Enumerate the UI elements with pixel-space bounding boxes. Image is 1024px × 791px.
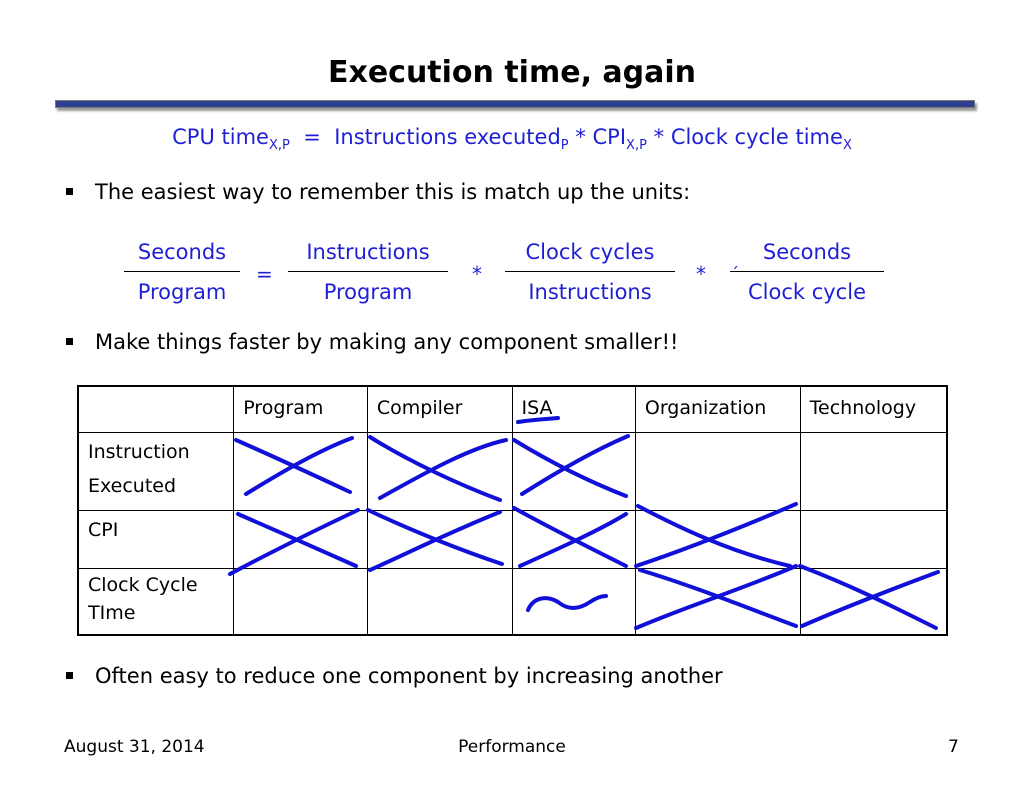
formula-term-cpi: CPI: [592, 125, 627, 149]
row-label-cpi: CPI: [77, 510, 235, 569]
bullet-text: Make things faster by making any compone…: [95, 330, 679, 354]
fraction-bar: [730, 271, 884, 272]
formula-term-instructions: Instructions executed: [334, 125, 561, 149]
table-cell: [233, 432, 368, 511]
formula-equals: =: [303, 125, 321, 149]
fraction-bar: [505, 271, 675, 272]
bullet-marker: [66, 337, 73, 345]
formula-term-clock: Clock cycle time: [670, 125, 843, 149]
bullet-text: The easiest way to remember this is matc…: [95, 180, 691, 204]
units-star-2: *: [696, 262, 706, 286]
table-cell: [233, 510, 368, 569]
fraction-denominator: Program: [137, 280, 227, 304]
component-table: Program Compiler ISA Organization Techno…: [77, 385, 948, 636]
fraction-numerator: Clock cycles: [525, 240, 655, 264]
row-label-clock-cycle-time: Clock Cycle TIme: [77, 568, 235, 636]
slide-title: Execution time, again: [327, 55, 697, 90]
table-cell: [233, 568, 368, 636]
fraction-bar: [124, 271, 240, 272]
formula-term-clock-sub: X: [842, 138, 852, 154]
table-cell: [799, 510, 948, 569]
units-tick-mark: ˏ: [731, 250, 739, 269]
fraction-numerator: Seconds: [762, 240, 852, 264]
table-header-row: Program Compiler ISA Organization Techno…: [77, 385, 948, 433]
table-header-compiler: Compiler: [366, 385, 513, 433]
formula-term-cpi-sub: X,P: [626, 138, 647, 154]
table-cell: [799, 568, 948, 636]
units-equals: =: [256, 262, 273, 286]
table-cell: [634, 568, 801, 636]
footer-topic: Performance: [458, 737, 566, 757]
table-header-organization: Organization: [634, 385, 801, 433]
fraction-numerator: Seconds: [137, 240, 227, 264]
units-star-1: *: [472, 262, 482, 286]
table-cell: [511, 568, 636, 636]
row-label-line: Clock Cycle: [88, 574, 198, 596]
footer-date: August 31, 2014: [64, 737, 205, 757]
footer-page-number: 7: [948, 737, 959, 757]
table-cell: [511, 432, 636, 511]
bullet-text: Often easy to reduce one component by in…: [95, 664, 723, 688]
bullet-faster: Make things faster by making any compone…: [66, 330, 678, 354]
fraction-bar: [288, 271, 448, 272]
table-cell: [511, 510, 636, 569]
cpu-time-formula: CPU timeX,P = Instructions executedP * C…: [0, 125, 1024, 153]
table-row: Clock Cycle TIme: [77, 568, 948, 636]
table-header-cell: [77, 385, 235, 433]
table-cell: [366, 568, 513, 636]
bullet-tradeoff: Often easy to reduce one component by in…: [66, 664, 723, 688]
table-row: CPI: [77, 510, 948, 569]
table-header-program: Program: [233, 385, 368, 433]
formula-lhs: CPU time: [172, 125, 269, 149]
row-label-line: Executed: [88, 475, 177, 497]
fraction-denominator: Instructions: [528, 280, 652, 304]
table-cell: [366, 432, 513, 511]
table-header-isa: ISA: [511, 385, 636, 433]
formula-star-2: *: [653, 125, 665, 149]
bullet-marker: [66, 671, 73, 679]
formula-lhs-sub: X,P: [268, 138, 290, 154]
row-label-line: CPI: [88, 519, 119, 541]
fraction-instructions-program: Instructions Program: [288, 240, 448, 304]
table-cell: [634, 510, 801, 569]
row-label-instruction-executed: Instruction Executed: [77, 432, 235, 511]
formula-term-instructions-sub: P: [560, 138, 569, 154]
fraction-denominator: Program: [323, 280, 413, 304]
row-label-line: TIme: [88, 602, 136, 624]
fraction-seconds-program: Seconds Program: [124, 240, 240, 304]
fraction-cycles-instructions: Clock cycles Instructions: [505, 240, 675, 304]
table-cell: [634, 432, 801, 511]
formula-star-1: *: [575, 125, 586, 149]
fraction-denominator: Clock cycle: [747, 280, 866, 304]
fraction-seconds-clockcycle: Seconds Clock cycle: [730, 240, 884, 304]
table-row: Instruction Executed: [77, 432, 948, 511]
table-header-technology: Technology: [799, 385, 948, 433]
bullet-marker: [66, 187, 73, 195]
title-rule: [55, 100, 975, 108]
fraction-numerator: Instructions: [306, 240, 430, 264]
row-label-line: Instruction: [88, 441, 190, 463]
table-cell: [366, 510, 513, 569]
bullet-units: The easiest way to remember this is matc…: [66, 180, 690, 204]
table-cell: [799, 432, 948, 511]
